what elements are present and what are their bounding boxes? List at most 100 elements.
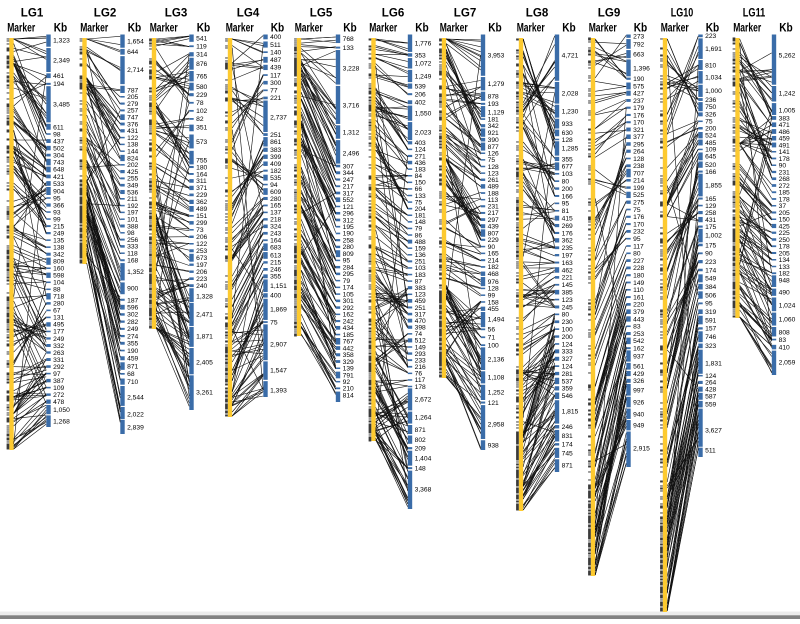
svg-text:Kb: Kb xyxy=(562,21,576,35)
svg-text:443: 443 xyxy=(633,316,644,323)
svg-text:1,005: 1,005 xyxy=(779,107,796,114)
svg-text:876: 876 xyxy=(196,61,207,68)
svg-text:3,953: 3,953 xyxy=(488,52,505,59)
svg-text:LG9: LG9 xyxy=(598,6,621,20)
svg-text:814: 814 xyxy=(343,392,354,399)
svg-text:332: 332 xyxy=(53,343,64,350)
svg-text:215: 215 xyxy=(270,260,281,267)
svg-text:355: 355 xyxy=(562,156,573,163)
svg-text:1,108: 1,108 xyxy=(488,374,505,381)
svg-text:663: 663 xyxy=(633,51,644,58)
svg-text:246: 246 xyxy=(270,267,281,274)
svg-text:1,034: 1,034 xyxy=(705,75,722,82)
svg-text:227: 227 xyxy=(633,258,644,265)
svg-text:1,550: 1,550 xyxy=(415,110,432,117)
svg-text:218: 218 xyxy=(270,217,281,224)
svg-text:1,151: 1,151 xyxy=(270,283,287,290)
svg-text:138: 138 xyxy=(53,244,64,251)
svg-text:428: 428 xyxy=(705,386,716,393)
svg-text:166: 166 xyxy=(705,169,716,176)
svg-text:206: 206 xyxy=(196,234,207,241)
svg-text:377: 377 xyxy=(633,134,644,141)
svg-text:949: 949 xyxy=(633,422,644,429)
svg-text:Marker: Marker xyxy=(226,21,254,35)
svg-text:2,496: 2,496 xyxy=(343,150,360,157)
svg-text:133: 133 xyxy=(343,45,354,52)
svg-text:1,352: 1,352 xyxy=(127,269,144,276)
svg-text:229: 229 xyxy=(196,192,207,199)
svg-text:768: 768 xyxy=(343,36,354,43)
svg-text:533: 533 xyxy=(53,181,64,188)
svg-text:539: 539 xyxy=(415,83,426,90)
svg-text:596: 596 xyxy=(127,305,138,312)
svg-text:546: 546 xyxy=(562,393,573,400)
svg-text:2,714: 2,714 xyxy=(127,67,144,74)
svg-text:304: 304 xyxy=(53,152,64,159)
svg-text:323: 323 xyxy=(705,343,716,350)
svg-text:Marker: Marker xyxy=(661,21,689,35)
svg-text:Marker: Marker xyxy=(589,21,617,35)
svg-text:228: 228 xyxy=(633,265,644,272)
svg-text:926: 926 xyxy=(633,399,644,406)
svg-text:95: 95 xyxy=(705,301,713,308)
svg-text:232: 232 xyxy=(633,229,644,236)
svg-text:1,871: 1,871 xyxy=(196,333,213,340)
svg-text:206: 206 xyxy=(196,269,207,276)
svg-text:2,839: 2,839 xyxy=(127,424,144,431)
svg-text:3,485: 3,485 xyxy=(53,101,70,108)
svg-text:236: 236 xyxy=(705,97,716,104)
svg-text:1,129: 1,129 xyxy=(488,109,505,116)
svg-text:78: 78 xyxy=(196,100,204,107)
svg-text:644: 644 xyxy=(127,49,138,56)
svg-text:455: 455 xyxy=(488,306,499,313)
svg-text:591: 591 xyxy=(705,317,716,324)
svg-text:359: 359 xyxy=(562,386,573,393)
svg-text:93: 93 xyxy=(53,209,61,216)
svg-text:537: 537 xyxy=(562,378,573,385)
svg-text:Kb: Kb xyxy=(415,21,429,35)
svg-text:755: 755 xyxy=(196,157,207,164)
svg-text:123: 123 xyxy=(562,297,573,304)
svg-text:353: 353 xyxy=(415,52,426,59)
svg-text:77: 77 xyxy=(270,88,278,95)
svg-text:502: 502 xyxy=(53,145,64,152)
svg-text:102: 102 xyxy=(196,108,207,115)
svg-text:321: 321 xyxy=(633,127,644,134)
svg-text:LG2: LG2 xyxy=(94,6,117,20)
svg-text:160: 160 xyxy=(53,266,64,273)
svg-text:251: 251 xyxy=(270,132,281,139)
svg-text:73: 73 xyxy=(196,227,204,234)
svg-text:117: 117 xyxy=(633,243,644,250)
svg-text:214: 214 xyxy=(633,178,644,185)
svg-text:410: 410 xyxy=(779,344,790,351)
svg-text:221: 221 xyxy=(562,275,573,282)
svg-text:117: 117 xyxy=(270,72,281,79)
svg-text:Marker: Marker xyxy=(80,21,108,35)
svg-text:802: 802 xyxy=(415,437,426,444)
svg-text:174: 174 xyxy=(705,267,716,274)
svg-text:90: 90 xyxy=(705,251,713,258)
svg-text:746: 746 xyxy=(705,334,716,341)
svg-text:274: 274 xyxy=(127,333,138,340)
svg-text:683: 683 xyxy=(270,244,281,251)
svg-text:237: 237 xyxy=(633,98,644,105)
svg-text:282: 282 xyxy=(127,319,138,326)
svg-text:121: 121 xyxy=(488,400,499,407)
svg-text:206: 206 xyxy=(415,91,426,98)
svg-text:94: 94 xyxy=(270,182,278,189)
svg-text:119: 119 xyxy=(196,44,207,51)
svg-text:104: 104 xyxy=(53,280,64,287)
svg-text:468: 468 xyxy=(488,271,499,278)
svg-text:176: 176 xyxy=(562,230,573,237)
svg-text:427: 427 xyxy=(633,91,644,98)
svg-text:355: 355 xyxy=(270,274,281,281)
svg-text:264: 264 xyxy=(633,149,644,156)
svg-text:319: 319 xyxy=(705,309,716,316)
svg-text:99: 99 xyxy=(53,216,61,223)
svg-text:462: 462 xyxy=(562,267,573,274)
svg-text:168: 168 xyxy=(127,257,138,264)
svg-text:1,000: 1,000 xyxy=(705,88,722,95)
svg-text:861: 861 xyxy=(270,139,281,146)
svg-text:1,050: 1,050 xyxy=(53,407,70,414)
svg-text:175: 175 xyxy=(705,224,716,231)
